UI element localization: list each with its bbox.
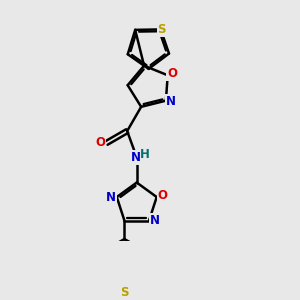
Text: N: N xyxy=(106,190,116,203)
Text: S: S xyxy=(120,286,129,299)
Text: N: N xyxy=(150,214,160,227)
Text: O: O xyxy=(95,136,105,149)
Text: S: S xyxy=(158,23,166,36)
Text: H: H xyxy=(140,148,149,161)
Text: N: N xyxy=(166,95,176,108)
Text: O: O xyxy=(158,189,168,202)
Text: O: O xyxy=(167,67,177,80)
Text: N: N xyxy=(131,151,141,164)
